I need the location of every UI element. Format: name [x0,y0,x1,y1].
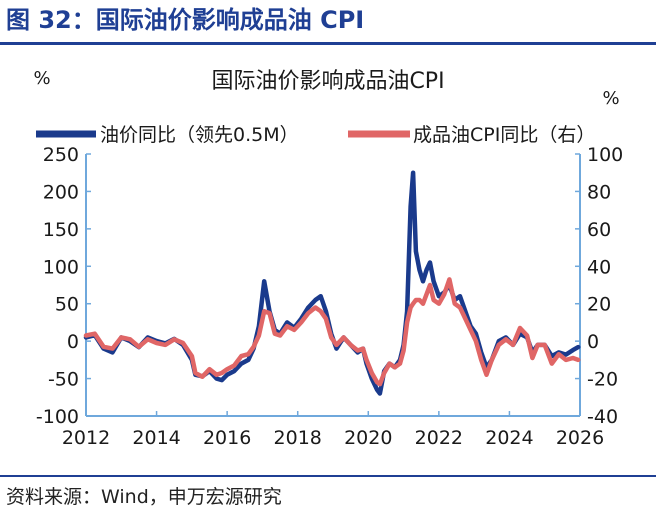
x-tick-label: 2014 [132,427,180,449]
x-tick-label: 2026 [556,427,604,449]
right-tick-label: 40 [587,256,611,278]
right-tick-label: 0 [587,331,599,353]
x-tick-label: 2024 [485,427,533,449]
left-tick-label: 250 [43,144,79,166]
left-tick-label: 200 [43,181,79,203]
right-tick-label: -40 [587,406,618,428]
legend: 油价同比（领先0.5M） 成品油CPI同比（右） [36,124,595,146]
left-axis-unit: % [33,68,50,89]
legend-label-oil: 油价同比（领先0.5M） [100,124,299,146]
chart-title: 国际油价影响成品油CPI [211,69,444,94]
right-axis-unit: % [602,88,619,109]
left-tick-label: -50 [48,369,79,391]
x-tick-label: 2022 [415,427,463,449]
source-rule [0,475,656,477]
title-rule [0,42,656,45]
right-tick-label: 20 [587,294,611,316]
plot-area [83,170,581,396]
x-tick-label: 2016 [203,427,251,449]
x-tick-label: 2018 [274,427,322,449]
right-tick-label: -20 [587,369,618,391]
right-tick-label: 100 [587,144,623,166]
right-tick-label: 80 [587,181,611,203]
chart: 国际油价影响成品油CPI % % 油价同比（领先0.5M） 成品油CPI同比（右… [33,68,623,449]
legend-label-cpi: 成品油CPI同比（右） [413,124,595,146]
series-line-cpi [83,277,581,387]
figure-title: 图 32：国际油价影响成品油 CPI [6,6,365,34]
source-note: 资料来源：Wind，申万宏源研究 [6,486,282,508]
x-tick-label: 2020 [344,427,392,449]
right-tick-label: 60 [587,219,611,241]
left-tick-label: 50 [55,294,79,316]
x-tick-label: 2012 [62,427,110,449]
series-line-oil [83,170,581,396]
axes: 250200150100500-50-100100806040200-20-40… [36,144,623,449]
left-tick-label: 0 [67,331,79,353]
left-tick-label: 100 [43,256,79,278]
left-tick-label: 150 [43,219,79,241]
left-tick-label: -100 [36,406,79,428]
